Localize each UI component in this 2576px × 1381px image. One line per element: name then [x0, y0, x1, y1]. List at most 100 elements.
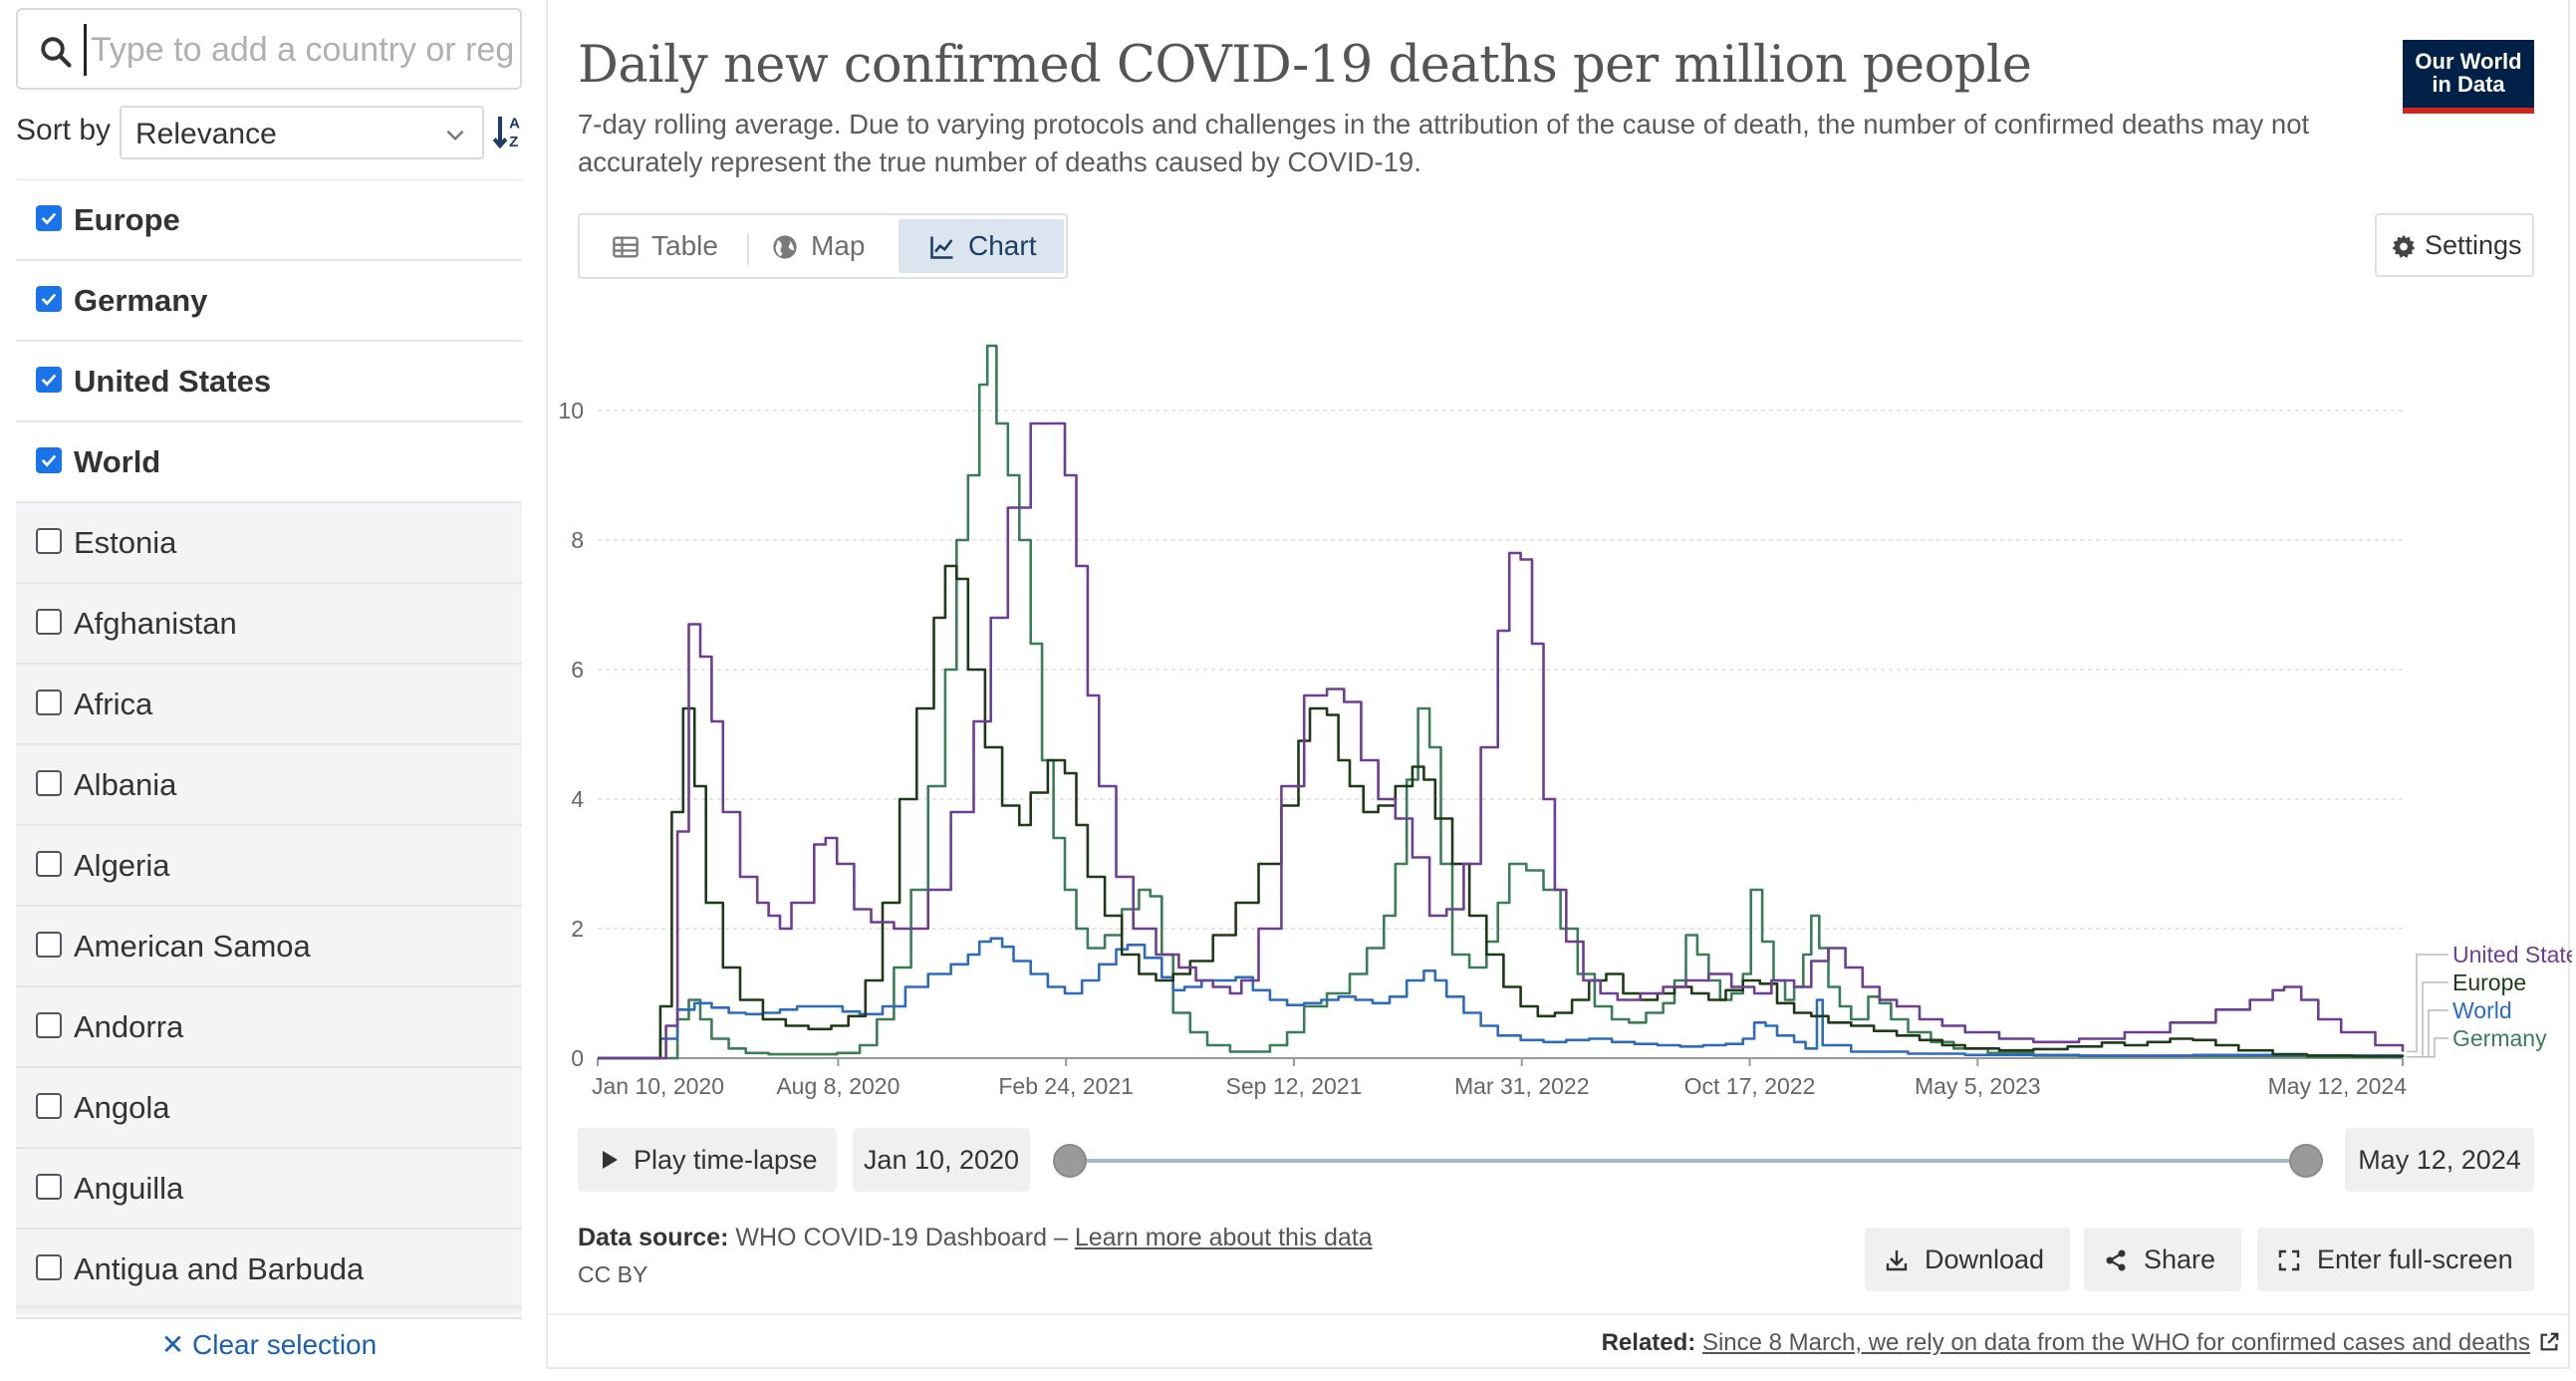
checkbox[interactable] [36, 1012, 62, 1038]
entity-name: United States [74, 364, 272, 399]
entity-row[interactable]: World [16, 422, 522, 503]
checkbox-checked[interactable] [36, 286, 62, 312]
timeline-start-date[interactable]: Jan 10, 2020 [853, 1128, 1030, 1192]
entity-name: Albania [74, 767, 177, 802]
legend-label[interactable]: Germany [2452, 1025, 2547, 1051]
entity-row[interactable]: Albania [16, 745, 522, 826]
y-tick-label: 4 [571, 786, 584, 812]
checkbox[interactable] [36, 770, 62, 796]
play-label: Play time-lapse [634, 1145, 818, 1175]
tab-table[interactable]: Table [586, 219, 741, 273]
entity-name: Europe [74, 202, 180, 237]
series-line-world[interactable] [598, 937, 2405, 1060]
entity-name: Germany [74, 283, 208, 318]
related-bar: Related: Since 8 March, we rely on data … [548, 1313, 2570, 1369]
chart-gridlines [598, 410, 2403, 1059]
chevron-down-icon [446, 130, 464, 141]
checkbox-checked[interactable] [36, 205, 62, 231]
entity-row[interactable]: Andorra [16, 987, 522, 1068]
expand-icon [2278, 1249, 2300, 1271]
entity-row[interactable]: Algeria [16, 826, 522, 907]
legend-connector [2407, 1009, 2448, 1058]
gear-icon [2392, 234, 2416, 258]
checkbox[interactable] [36, 1093, 62, 1119]
entity-row[interactable]: Anguilla [16, 1149, 522, 1230]
checkbox-checked[interactable] [36, 367, 62, 393]
external-link-icon [2540, 1332, 2559, 1351]
timeline-start-handle[interactable] [1053, 1144, 1087, 1178]
entity-row[interactable]: Europe [16, 180, 522, 261]
timeline-end-handle[interactable] [2289, 1144, 2323, 1178]
entity-row[interactable]: Estonia [16, 503, 522, 584]
checkbox[interactable] [36, 609, 62, 635]
legend-connector [2407, 1037, 2448, 1058]
play-timelapse-button[interactable]: Play time-lapse [578, 1128, 837, 1192]
legend-label[interactable]: Europe [2452, 969, 2526, 995]
entity-name: Africa [74, 687, 153, 721]
clear-selection-button[interactable]: ✕ Clear selection [16, 1317, 522, 1369]
checkbox-checked[interactable] [36, 447, 62, 473]
source-text: WHO COVID-19 Dashboard – [735, 1224, 1068, 1251]
entity-row[interactable]: American Samoa [16, 907, 522, 987]
tab-chart-label: Chart [968, 230, 1037, 261]
series-line-united-states[interactable] [598, 421, 2405, 1060]
entity-row[interactable]: United States [16, 342, 522, 422]
y-tick-label: 0 [571, 1045, 584, 1071]
sort-select[interactable]: Relevance [120, 106, 484, 159]
entity-row[interactable]: Antigua and Barbuda [16, 1230, 522, 1310]
line-chart-icon [930, 236, 953, 259]
sort-label: Sort by [16, 114, 112, 146]
line-chart[interactable]: 0 2 4 6 8 10 Jan 10, 2020 Aug 8, 2020 Feb 24, 2… [548, 289, 2572, 1106]
x-tick-label: Sep 12, 2021 [1226, 1073, 1363, 1099]
entity-row[interactable]: Germany [16, 261, 522, 342]
share-label: Share [2144, 1244, 2216, 1274]
tab-chart[interactable]: Chart [899, 219, 1064, 273]
entity-row[interactable]: Angola [16, 1068, 522, 1149]
globe-icon [773, 235, 797, 259]
download-button[interactable]: Download [1865, 1228, 2070, 1291]
tab-map[interactable]: Map [755, 219, 895, 273]
x-tick-label: Feb 24, 2021 [998, 1073, 1134, 1099]
y-tick-label: 6 [571, 657, 584, 683]
x-tick-label: Jan 10, 2020 [592, 1073, 724, 1099]
related-text: Related: Since 8 March, we rely on data … [1602, 1329, 2530, 1357]
timeline-track[interactable] [1068, 1159, 2305, 1163]
y-tick-label: 10 [558, 398, 584, 423]
tab-divider [747, 233, 749, 265]
entity-selector-panel: Sort by Relevance A Z Europe Germany Unite… [0, 0, 538, 1381]
sort-order-icon[interactable]: A Z [490, 112, 530, 151]
check-icon [41, 374, 57, 387]
chart-panel: Daily new confirmed COVID-19 deaths per … [546, 0, 2572, 1369]
checkbox[interactable] [36, 1174, 62, 1200]
timeline-end-date[interactable]: May 12, 2024 [2345, 1128, 2534, 1192]
tab-table-label: Table [651, 230, 718, 261]
legend-label[interactable]: United States [2452, 942, 2572, 967]
share-button[interactable]: Share [2084, 1228, 2241, 1291]
series-line-europe[interactable] [598, 564, 2405, 1060]
checkbox[interactable] [36, 690, 62, 715]
search-box[interactable] [16, 8, 522, 90]
play-icon [603, 1151, 618, 1169]
legend-label[interactable]: World [2452, 997, 2512, 1023]
series-line-germany[interactable] [598, 344, 2403, 1060]
entity-name: Afghanistan [74, 606, 237, 641]
related-link[interactable]: Since 8 March, we rely on data from the … [1701, 1329, 2530, 1356]
fullscreen-button[interactable]: Enter full-screen [2257, 1228, 2534, 1291]
logo-line-2: in Data [2432, 72, 2505, 97]
checkbox[interactable] [36, 932, 62, 958]
entity-name: Estonia [74, 525, 177, 560]
owid-logo[interactable]: Our World in Data [2403, 40, 2534, 114]
logo-line-1: Our World [2415, 49, 2522, 74]
entity-name: Anguilla [74, 1171, 184, 1206]
checkbox[interactable] [36, 851, 62, 877]
search-input[interactable] [84, 24, 512, 76]
settings-button[interactable]: Settings [2375, 213, 2534, 277]
entity-name: World [74, 444, 161, 479]
entity-row[interactable]: Africa [16, 665, 522, 745]
entity-row[interactable]: Afghanistan [16, 584, 522, 665]
checkbox[interactable] [36, 528, 62, 554]
source-link[interactable]: Learn more about this data [1074, 1224, 1373, 1251]
download-label: Download [1925, 1244, 2045, 1274]
checkbox[interactable] [36, 1254, 62, 1280]
logo-red-bar [2403, 108, 2534, 114]
